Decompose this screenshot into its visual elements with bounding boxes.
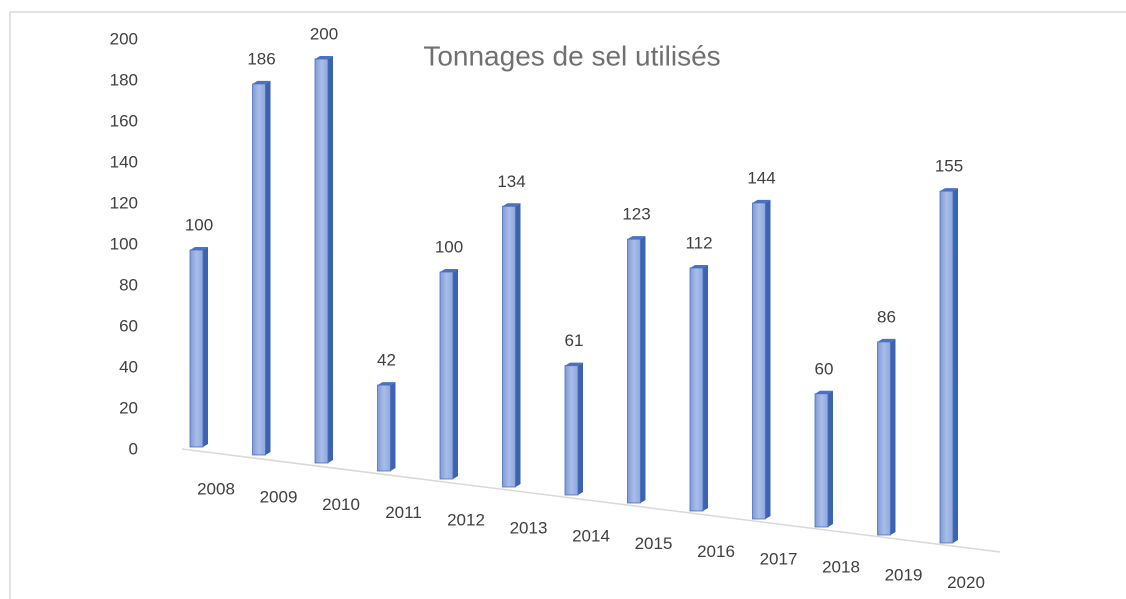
value-label: 123 (622, 205, 650, 224)
y-tick-label: 60 (119, 316, 138, 335)
y-tick-label: 160 (110, 111, 138, 130)
bar-top (377, 382, 396, 386)
x-tick-label: 2008 (197, 479, 235, 498)
bar-side (453, 269, 458, 479)
bar-top (815, 390, 833, 394)
x-tick-label: 2011 (385, 503, 422, 522)
bar (314, 58, 329, 464)
value-label: 86 (877, 307, 896, 326)
y-tick-label: 80 (119, 275, 138, 294)
bar-side (828, 390, 833, 527)
bar (877, 341, 891, 536)
bar-top (440, 269, 458, 272)
value-label: 200 (310, 24, 338, 43)
bar-side (328, 56, 333, 463)
x-tick-label: 2010 (322, 495, 360, 514)
floor-line (181, 448, 1001, 553)
x-tick-label: 2017 (760, 550, 798, 569)
bar-side (953, 188, 958, 543)
frame (9, 11, 1126, 599)
value-label: 42 (377, 351, 396, 370)
x-tick-label: 2014 (572, 526, 610, 545)
x-tick-label: 2019 (885, 565, 923, 584)
value-label: 60 (815, 359, 834, 378)
y-tick-label: 40 (119, 357, 138, 376)
x-tick-label: 2012 (447, 511, 485, 530)
value-label: 155 (935, 157, 963, 176)
x-tick-label: 2020 (947, 573, 985, 592)
bar-side (765, 199, 771, 520)
y-tick-label: 120 (110, 193, 138, 212)
y-tick-label: 180 (110, 70, 138, 89)
x-tick-label: 2013 (510, 518, 548, 537)
bar-top (877, 338, 896, 342)
y-tick-label: 20 (119, 398, 138, 417)
bar-top (752, 199, 771, 203)
y-tick-label: 100 (110, 234, 138, 253)
bar-top (627, 236, 646, 240)
bar (627, 238, 641, 504)
x-tick-label: 2018 (822, 557, 860, 576)
bar-top (190, 247, 208, 250)
x-tick-label: 2009 (260, 487, 298, 506)
bar-side (203, 247, 208, 447)
bar (564, 365, 579, 496)
bar (689, 267, 704, 512)
bar (939, 190, 954, 544)
bar (189, 249, 204, 448)
value-label: 100 (435, 237, 463, 256)
bar-top (315, 56, 333, 59)
bar (377, 384, 391, 472)
value-label: 112 (685, 233, 712, 252)
bar (752, 202, 766, 520)
x-tick-label: 2015 (635, 534, 673, 553)
bar-side (578, 362, 583, 495)
value-label: 144 (747, 168, 775, 187)
y-tick-label: 200 (110, 29, 138, 48)
chart-title: Tonnages de sel utilisés (423, 40, 720, 71)
bar-top (940, 188, 958, 192)
value-label: 100 (185, 215, 213, 234)
bar-side (890, 338, 896, 535)
bar-side (515, 203, 521, 487)
bar (252, 83, 266, 456)
bar-top (502, 203, 521, 207)
y-tick-label: 0 (129, 439, 138, 458)
bar (439, 271, 454, 480)
value-label: 61 (565, 331, 584, 350)
y-tick-label: 140 (110, 152, 138, 171)
bar-top (252, 80, 271, 84)
bar (814, 393, 829, 528)
value-label: 186 (247, 49, 275, 68)
bar (502, 205, 516, 488)
value-label: 134 (497, 172, 525, 191)
bar-side (265, 80, 271, 456)
bar-side (390, 382, 396, 471)
bar-top (565, 362, 583, 366)
x-tick-label: 2016 (697, 542, 735, 561)
bar-side (703, 264, 708, 511)
bar-top (690, 264, 708, 268)
bar-side (640, 236, 646, 504)
